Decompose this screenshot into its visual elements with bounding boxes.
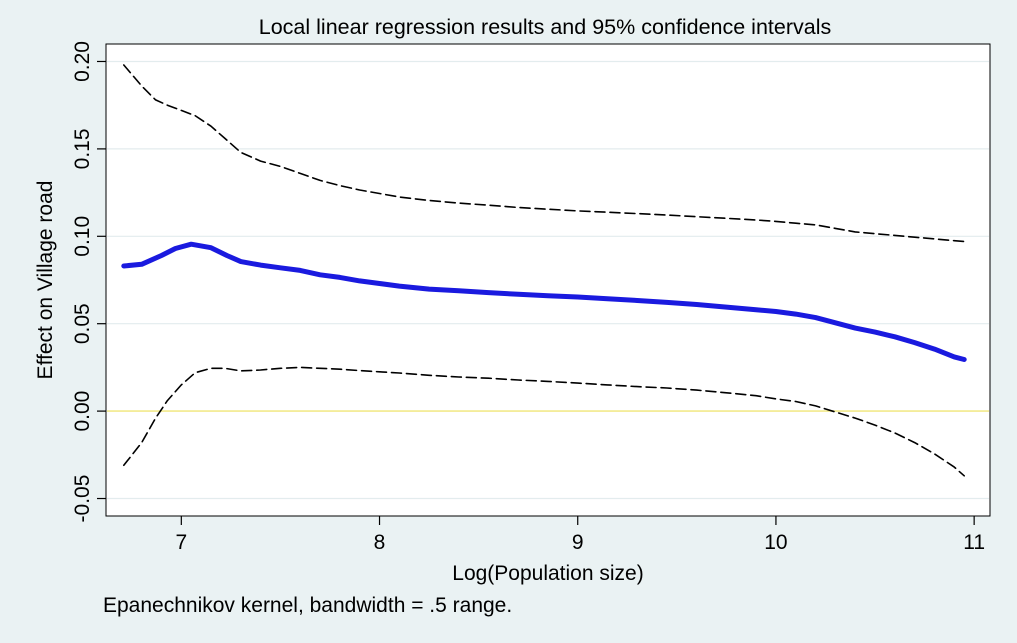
y-tick-label-5: 0.20 <box>71 41 94 82</box>
chart-title: Local linear regression results and 95% … <box>259 15 831 39</box>
x-axis-label: Log(Population size) <box>452 562 643 585</box>
y-tick-label-0: -0.05 <box>71 475 94 523</box>
x-tick-label-3: 10 <box>764 531 787 554</box>
x-tick-label-0: 7 <box>175 531 187 554</box>
y-tick-label-2: 0.05 <box>71 303 94 344</box>
y-axis-label: Effect on Village road <box>34 181 57 380</box>
y-tick-label-1: 0.00 <box>71 391 94 432</box>
x-tick-label-1: 8 <box>374 531 386 554</box>
y-tick-label-3: 0.10 <box>71 216 94 257</box>
y-tick-label-4: 0.15 <box>71 128 94 169</box>
x-tick-label-2: 9 <box>572 531 584 554</box>
axes: -0.05 0.00 0.05 0.10 0.15 0.20 7 8 9 10 11 <box>71 41 985 554</box>
series-lines <box>121 64 967 477</box>
x-tick-label-4: 11 <box>963 531 985 554</box>
plot-background <box>105 43 991 517</box>
lower-ci-line <box>123 366 965 477</box>
estimate-line <box>121 241 967 362</box>
chart-note: Epanechnikov kernel, bandwidth = .5 rang… <box>103 594 512 617</box>
